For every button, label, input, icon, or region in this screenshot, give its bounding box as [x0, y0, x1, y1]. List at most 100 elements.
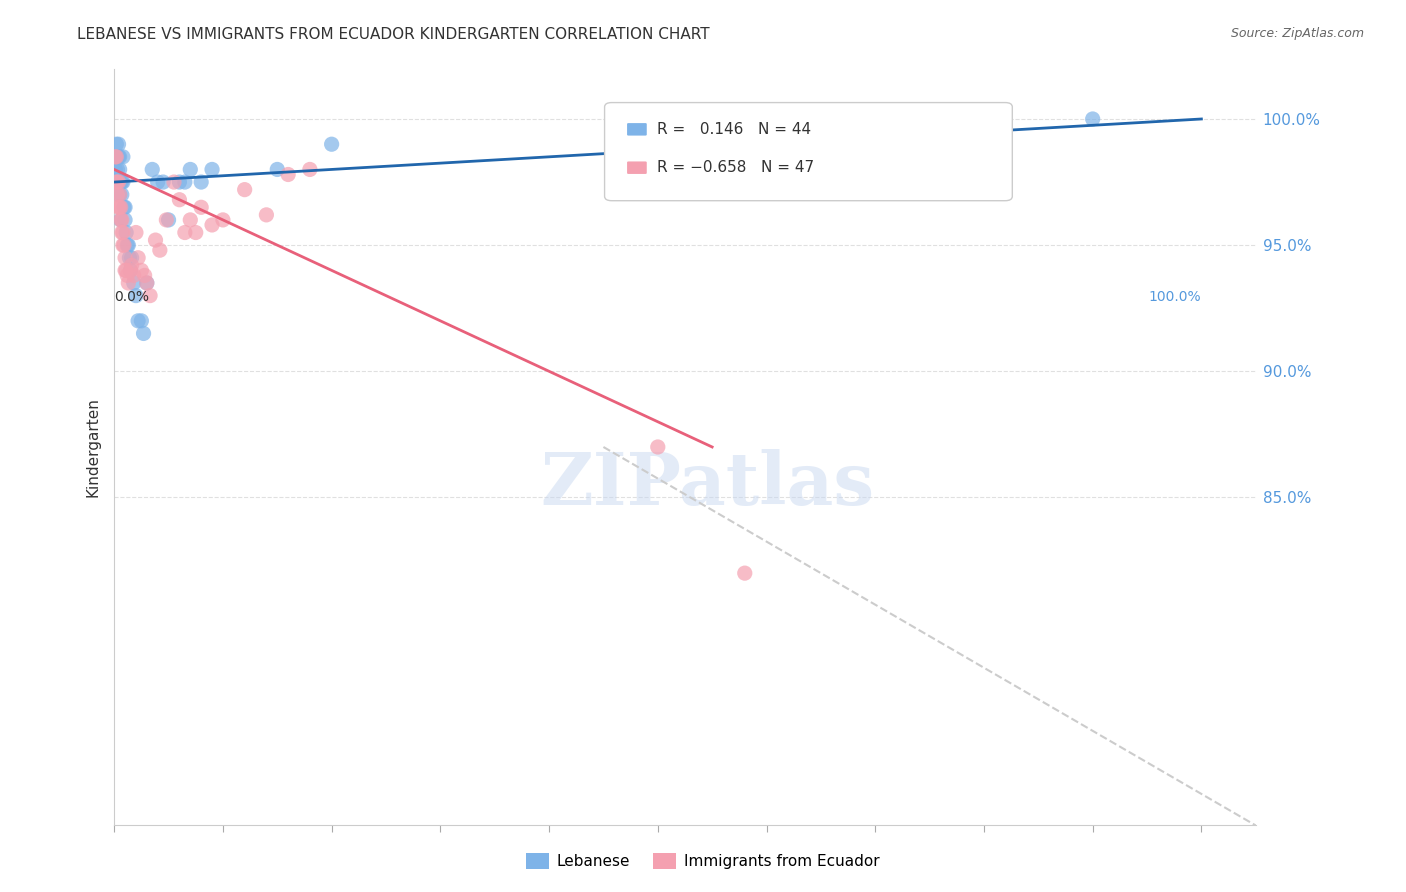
Point [104, 162, 127, 177]
Y-axis label: Kindergarten: Kindergarten [86, 397, 100, 497]
Point [141, 162, 163, 177]
Point [107, 175, 129, 189]
Point [125, 288, 148, 302]
Text: ZIPatlas: ZIPatlas [541, 450, 875, 520]
Point [107, 200, 129, 214]
Point [145, 233, 167, 247]
Point [134, 268, 156, 283]
Point [734, 566, 756, 581]
Point [135, 276, 157, 290]
Point [108, 187, 131, 202]
Point [135, 276, 157, 290]
Point [107, 162, 129, 177]
Point [104, 150, 127, 164]
Point [105, 150, 128, 164]
Point [131, 314, 153, 328]
Point [108, 150, 131, 164]
Point [114, 263, 136, 277]
Point [108, 162, 131, 177]
Point [105, 150, 128, 164]
Point [179, 213, 201, 227]
Point [212, 213, 235, 227]
Point [111, 226, 134, 240]
Point [111, 226, 134, 240]
Point [120, 263, 142, 277]
Point [115, 238, 138, 252]
Point [111, 187, 134, 202]
Point [173, 226, 195, 240]
Point [127, 251, 149, 265]
Point [155, 213, 177, 227]
Point [201, 162, 224, 177]
Point [152, 175, 174, 189]
Point [117, 276, 139, 290]
Point [112, 200, 135, 214]
Text: R = −0.658   N = 47: R = −0.658 N = 47 [657, 161, 814, 175]
Point [107, 137, 129, 152]
Point [115, 268, 138, 283]
Point [111, 175, 134, 189]
Point [112, 238, 135, 252]
Point [298, 162, 321, 177]
Point [114, 213, 136, 227]
Point [127, 314, 149, 328]
Point [111, 150, 134, 164]
Point [110, 213, 132, 227]
Point [184, 226, 207, 240]
Point [139, 288, 162, 302]
Point [169, 193, 191, 207]
Point [115, 263, 138, 277]
Point [179, 162, 201, 177]
Text: 100.0%: 100.0% [1149, 290, 1201, 303]
Text: Source: ZipAtlas.com: Source: ZipAtlas.com [1230, 27, 1364, 40]
Point [201, 218, 224, 232]
Point [173, 175, 195, 189]
Point [111, 238, 134, 252]
Point [647, 440, 669, 454]
Point [108, 187, 131, 202]
Point [122, 276, 145, 290]
Point [110, 175, 132, 189]
Point [107, 175, 129, 189]
Point [118, 251, 141, 265]
Point [190, 175, 212, 189]
Point [266, 162, 288, 177]
Point [111, 213, 134, 227]
Point [105, 137, 128, 152]
Point [117, 238, 139, 252]
Point [107, 175, 129, 189]
Point [157, 213, 180, 227]
Point [146, 175, 169, 189]
Point [190, 200, 212, 214]
Point [110, 200, 132, 214]
Point [918, 125, 941, 139]
Point [321, 137, 343, 152]
Point [105, 175, 128, 189]
Point [1081, 112, 1104, 126]
Point [125, 226, 148, 240]
Point [131, 263, 153, 277]
Point [121, 251, 143, 265]
Point [121, 258, 143, 272]
Point [149, 243, 172, 257]
Point [169, 175, 191, 189]
Text: R =   0.146   N = 44: R = 0.146 N = 44 [657, 122, 811, 136]
Point [110, 213, 132, 227]
Point [107, 150, 129, 164]
Point [120, 263, 142, 277]
Text: LEBANESE VS IMMIGRANTS FROM ECUADOR KINDERGARTEN CORRELATION CHART: LEBANESE VS IMMIGRANTS FROM ECUADOR KIND… [77, 27, 710, 42]
Point [277, 168, 299, 182]
Point [115, 226, 138, 240]
Point [114, 251, 136, 265]
Point [111, 175, 134, 189]
Legend: Lebanese, Immigrants from Ecuador: Lebanese, Immigrants from Ecuador [520, 847, 886, 875]
Point [163, 175, 186, 189]
Text: 0.0%: 0.0% [114, 290, 149, 303]
Point [107, 187, 129, 202]
Point [122, 268, 145, 283]
Point [132, 326, 155, 341]
Point [233, 183, 256, 197]
Point [114, 200, 136, 214]
Point [254, 208, 277, 222]
Point [108, 200, 131, 214]
